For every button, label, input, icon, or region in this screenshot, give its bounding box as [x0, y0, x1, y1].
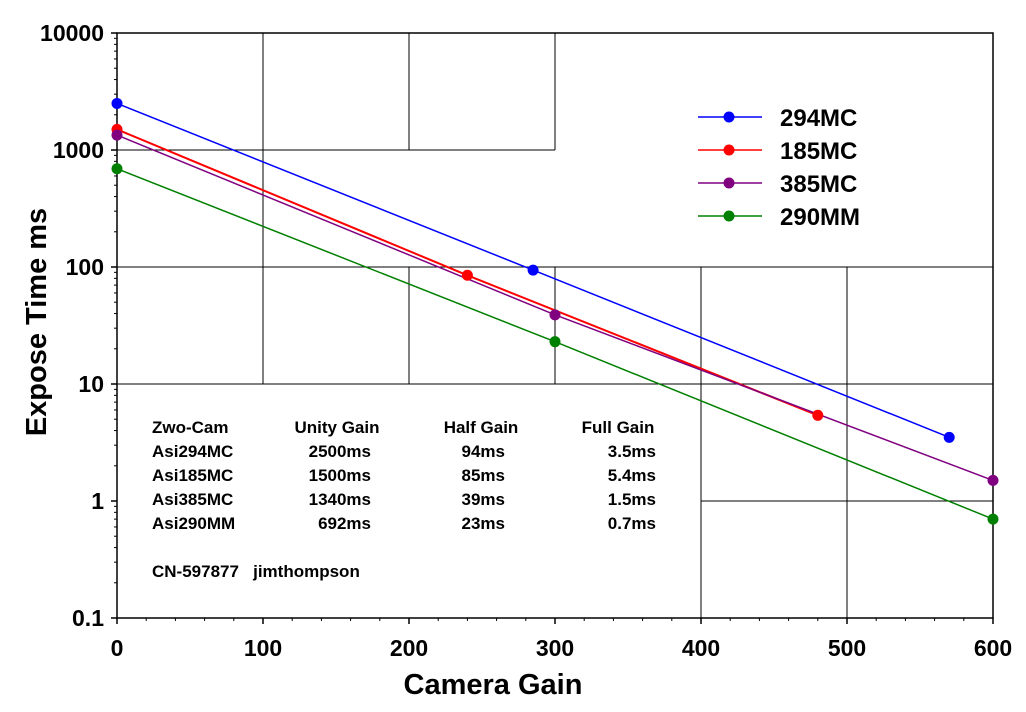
- y-tick-label: 1: [91, 488, 104, 514]
- data-point-385MC: [987, 474, 999, 486]
- table-cell: 39ms: [462, 490, 505, 509]
- table-cell: 0.7ms: [608, 514, 656, 533]
- legend-marker-385MC: [723, 177, 735, 189]
- legend-marker-290MM: [723, 210, 735, 222]
- data-point-290MM: [111, 163, 123, 175]
- table-cell: 692ms: [318, 514, 371, 533]
- y-tick-labels: 0.1 1 10 100 1000 10000: [40, 20, 104, 631]
- table-cell: Asi290MM: [152, 514, 235, 533]
- x-tick-label: 300: [536, 635, 574, 661]
- legend: 294MC 185MC 385MC 290MM: [698, 105, 860, 231]
- series-layer: [111, 97, 999, 525]
- data-point-290MM: [549, 336, 561, 348]
- data-point-185MC: [461, 269, 473, 281]
- x-tick-labels: 0 100 200 300 400 500 600: [111, 635, 1013, 661]
- credit-text: CN-597877 jimthompson: [152, 562, 360, 581]
- data-point-294MC: [111, 97, 123, 109]
- table-cell: Asi294MC: [152, 442, 233, 461]
- y-axis-title: Expose Time ms: [21, 208, 53, 436]
- table-cell: 94ms: [462, 442, 505, 461]
- table-cell: Asi385MC: [152, 490, 233, 509]
- legend-label-385MC: 385MC: [780, 171, 857, 198]
- table-cell: 2500ms: [309, 442, 371, 461]
- x-tick-label: 400: [682, 635, 720, 661]
- table-cell: 1500ms: [309, 466, 371, 485]
- data-point-294MC: [527, 264, 539, 276]
- legend-label-294MC: 294MC: [780, 105, 857, 132]
- x-tick-label: 100: [244, 635, 282, 661]
- legend-label-185MC: 185MC: [780, 138, 857, 165]
- table-header-half: Half Gain: [444, 418, 519, 437]
- table-cell: 23ms: [462, 514, 505, 533]
- table-cell: 3.5ms: [608, 442, 656, 461]
- table-cell: 85ms: [462, 466, 505, 485]
- legend-marker-294MC: [723, 111, 735, 123]
- gridlines: [117, 33, 993, 618]
- legend-marker-185MC: [723, 144, 735, 156]
- x-tick-label: 500: [828, 635, 866, 661]
- annotation-table: Zwo-Cam Unity Gain Half Gain Full Gain A…: [152, 418, 656, 581]
- y-tick-label: 10: [78, 371, 104, 397]
- legend-label-290MM: 290MM: [780, 204, 860, 231]
- x-axis-title: Camera Gain: [404, 669, 583, 701]
- table-header-full: Full Gain: [582, 418, 655, 437]
- table-cell: Asi185MC: [152, 466, 233, 485]
- y-tick-label: 10000: [40, 20, 104, 46]
- x-tick-label: 200: [390, 635, 428, 661]
- table-cell: 1340ms: [309, 490, 371, 509]
- data-point-290MM: [987, 513, 999, 525]
- data-point-385MC: [549, 309, 561, 321]
- table-cell: 5.4ms: [608, 466, 656, 485]
- table-header-cam: Zwo-Cam: [152, 418, 229, 437]
- data-point-385MC: [111, 129, 123, 141]
- y-tick-label: 0.1: [72, 605, 104, 631]
- x-tick-label: 600: [974, 635, 1012, 661]
- data-point-185MC: [812, 409, 824, 421]
- y-tick-label: 1000: [53, 137, 104, 163]
- tick-marks: [111, 32, 994, 624]
- table-header-unity: Unity Gain: [294, 418, 379, 437]
- table-cell: 1.5ms: [608, 490, 656, 509]
- y-tick-label: 100: [66, 254, 104, 280]
- data-point-294MC: [943, 431, 955, 443]
- x-tick-label: 0: [111, 635, 124, 661]
